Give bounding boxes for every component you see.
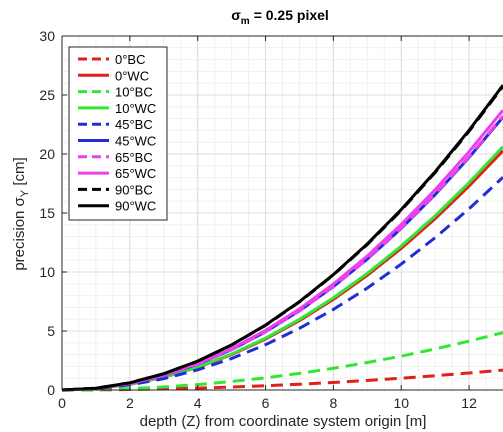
y-tick-label: 20 <box>39 146 55 162</box>
y-tick-label: 30 <box>39 28 55 44</box>
series-line-90°WC <box>61 84 503 392</box>
axes <box>61 35 503 391</box>
x-axis-label: depth (Z) from coordinate system origin … <box>140 413 427 430</box>
legend-label-10°WC: 10°WC <box>115 101 156 116</box>
legend-label-65°BC: 65°BC <box>115 150 153 165</box>
x-tick-label: 4 <box>194 395 202 411</box>
y-tick-label: 10 <box>39 264 55 280</box>
series-line-0°BC <box>61 368 503 392</box>
y-axis-label-main: precision σ <box>11 196 28 270</box>
y-axis-label-unit: [cm] <box>11 157 28 190</box>
x-tick-label: 0 <box>58 395 66 411</box>
legend-label-65°WC: 65°WC <box>115 166 156 181</box>
legend-label-90°BC: 90°BC <box>115 182 153 197</box>
legend-label-45°BC: 45°BC <box>115 117 153 132</box>
legend-label-10°BC: 10°BC <box>115 85 153 100</box>
x-tick-label: 8 <box>329 395 337 411</box>
legend-label-45°WC: 45°WC <box>115 134 156 149</box>
y-tick-label: 0 <box>47 382 55 398</box>
x-tick-label: 10 <box>393 395 409 411</box>
series-line-10°BC <box>61 331 503 392</box>
chart-title-symbol: σ <box>231 7 241 23</box>
legend-label-0°WC: 0°WC <box>115 68 149 83</box>
tick-labels: 0 2 4 6 8 10 12 0 5 10 15 20 25 30 <box>39 28 477 411</box>
chart-title: σm = 0.25 pixel <box>231 7 329 27</box>
x-tick-label: 12 <box>461 395 477 411</box>
x-tick-label: 2 <box>126 395 134 411</box>
chart-title-rest: = 0.25 pixel <box>254 7 329 23</box>
chart-title-subscript: m <box>241 16 250 27</box>
legend: 0°BC0°WC10°BC10°WC45°BC45°WC65°BC65°WC90… <box>68 46 168 221</box>
legend-label-0°BC: 0°BC <box>115 52 146 67</box>
y-axis-label: precision σY [cm] <box>11 157 31 270</box>
y-tick-label: 25 <box>39 87 55 103</box>
y-tick-label: 15 <box>39 205 55 221</box>
legend-box <box>68 46 168 221</box>
x-tick-label: 6 <box>262 395 270 411</box>
series-lines <box>61 84 503 392</box>
series-line-45°BC <box>61 176 503 392</box>
y-tick-label: 5 <box>47 323 55 339</box>
legend-label-90°WC: 90°WC <box>115 199 156 214</box>
y-axis-label-subscript: Y <box>19 189 31 197</box>
